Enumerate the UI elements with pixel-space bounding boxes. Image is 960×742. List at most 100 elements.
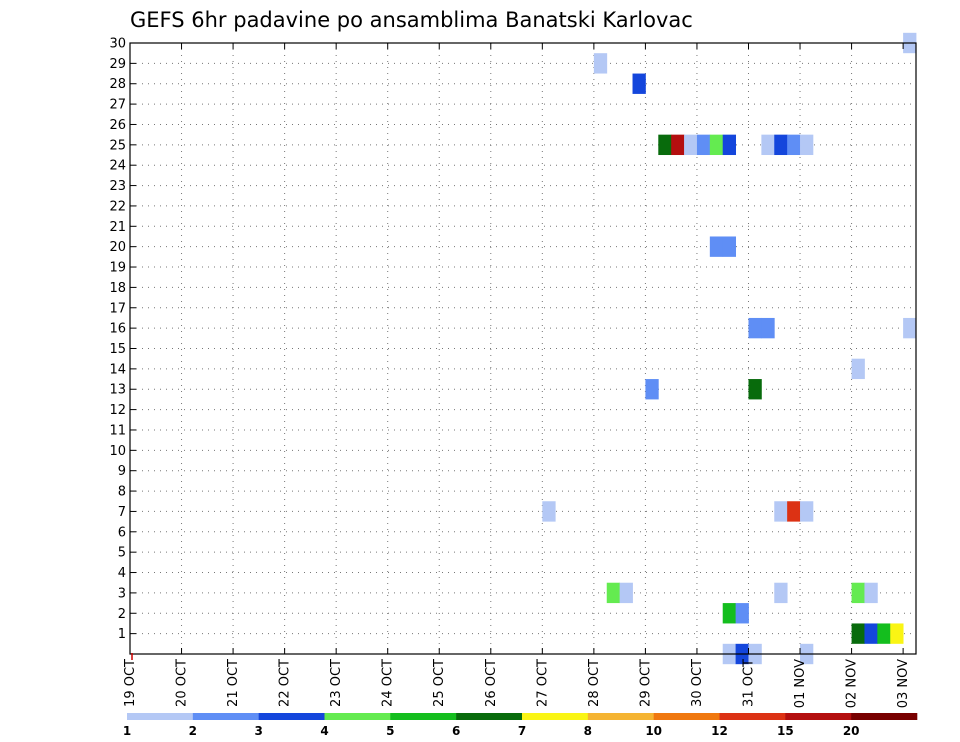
precip-cells xyxy=(542,32,917,665)
x-tick-label: 26 OCT xyxy=(484,659,499,707)
x-tick-label: 21 OCT xyxy=(226,659,241,707)
x-axis: 19 OCT 20 OCT 21 OCT 22 OCT 23 OCT 24 OCT 25 O… xyxy=(123,43,911,708)
y-tick-label: 22 xyxy=(109,199,126,214)
precip-cell xyxy=(606,582,621,604)
x-tick-label: 19 OCT xyxy=(123,659,138,707)
y-tick-label: 14 xyxy=(109,362,126,377)
y-tick-label: 15 xyxy=(109,342,126,357)
precip-cell xyxy=(864,582,878,604)
y-tick-label: 17 xyxy=(109,301,126,316)
precip-cell xyxy=(645,379,659,400)
colorbar-label: 6 xyxy=(452,724,460,738)
precip-cell xyxy=(709,236,724,257)
x-tick-label: 03 NOV xyxy=(896,659,911,708)
y-tick-label: 20 xyxy=(109,240,126,255)
x-tick-label: 24 OCT xyxy=(381,659,396,707)
precip-cell xyxy=(800,501,814,522)
precip-cell xyxy=(787,501,801,522)
y-tick-label: 9 xyxy=(118,464,126,479)
y-tick-label: 26 xyxy=(109,118,126,133)
x-tick-label: 02 NOV xyxy=(845,659,860,708)
y-tick-label: 10 xyxy=(109,444,126,459)
precip-cell xyxy=(774,501,788,522)
x-tick-label: 23 OCT xyxy=(329,659,344,707)
y-tick-label: 4 xyxy=(118,566,126,581)
y-tick-label: 21 xyxy=(109,220,126,235)
colorbar-swatch xyxy=(851,713,918,720)
precip-cell xyxy=(722,603,737,624)
precip-cell xyxy=(851,623,865,644)
x-tick-label: 27 OCT xyxy=(535,659,550,707)
y-tick-label: 28 xyxy=(109,77,126,92)
precip-cell xyxy=(748,317,762,339)
chart-title: GEFS 6hr padavine po ansamblima Banatski… xyxy=(130,8,693,32)
precip-cell xyxy=(671,134,685,156)
y-axis: 1234567891011121314151617181920212223242… xyxy=(109,37,136,642)
colorbar-label: 10 xyxy=(645,724,662,738)
y-tick-label: 12 xyxy=(109,403,126,418)
precip-cell xyxy=(774,582,788,604)
precip-cell xyxy=(748,379,762,400)
y-tick-label: 23 xyxy=(109,179,126,194)
y-tick-label: 5 xyxy=(118,546,126,561)
precip-cell xyxy=(787,134,801,156)
y-tick-label: 24 xyxy=(109,159,126,174)
colorbar-swatch xyxy=(456,713,523,720)
precip-cell xyxy=(890,623,904,644)
colorbar: 1 2 3 4 5 6 7 8 10 12 15 20 xyxy=(123,713,918,738)
precip-cell xyxy=(722,236,737,257)
colorbar-swatch xyxy=(785,713,852,720)
colorbar-swatch xyxy=(587,713,654,720)
y-tick-label: 18 xyxy=(109,281,126,296)
colorbar-label: 1 xyxy=(123,724,131,738)
colorbar-swatch xyxy=(258,713,325,720)
precip-cell xyxy=(722,134,737,156)
precip-cell xyxy=(619,582,633,604)
precip-cell xyxy=(774,134,788,156)
precip-cell xyxy=(903,317,917,339)
y-tick-label: 27 xyxy=(109,98,126,113)
y-tick-label: 11 xyxy=(109,423,126,438)
precip-cell xyxy=(696,134,711,156)
colorbar-swatch xyxy=(192,713,259,720)
colorbar-label: 2 xyxy=(189,724,197,738)
precip-cell xyxy=(593,53,608,74)
precip-cell xyxy=(709,134,724,156)
precip-cell xyxy=(542,501,556,522)
y-tick-label: 6 xyxy=(118,525,126,540)
colorbar-label: 15 xyxy=(777,724,794,738)
x-tick-label: 22 OCT xyxy=(278,659,293,707)
precip-cell xyxy=(864,623,878,644)
precip-cell xyxy=(684,134,698,156)
y-tick-label: 30 xyxy=(109,37,126,52)
colorbar-swatch xyxy=(522,713,589,720)
y-tick-label: 3 xyxy=(118,586,126,601)
precip-cell xyxy=(851,582,865,604)
colorbar-label: 7 xyxy=(518,724,526,738)
colorbar-label: 3 xyxy=(254,724,262,738)
y-tick-label: 19 xyxy=(109,261,126,276)
precip-cell xyxy=(851,358,865,380)
colorbar-label: 8 xyxy=(584,724,592,738)
precip-cell xyxy=(761,317,775,339)
x-tick-label: 31 OCT xyxy=(741,659,756,707)
colorbar-swatch xyxy=(653,713,720,720)
x-tick-label: 28 OCT xyxy=(587,659,602,707)
precip-cell xyxy=(658,134,672,156)
precip-cell xyxy=(877,623,891,644)
colorbar-label: 4 xyxy=(320,724,328,738)
colorbar-label: 12 xyxy=(711,724,728,738)
colorbar-label: 20 xyxy=(843,724,860,738)
precip-cell xyxy=(632,73,646,94)
colorbar-swatch xyxy=(390,713,457,720)
x-tick-label: 25 OCT xyxy=(432,659,447,707)
precip-cell xyxy=(761,134,775,156)
colorbar-label: 5 xyxy=(386,724,394,738)
y-tick-label: 8 xyxy=(118,485,126,500)
y-tick-label: 7 xyxy=(118,505,126,520)
y-tick-label: 1 xyxy=(118,627,126,642)
y-tick-label: 29 xyxy=(109,57,126,72)
colorbar-swatch xyxy=(324,713,391,720)
y-tick-label: 25 xyxy=(109,138,126,153)
